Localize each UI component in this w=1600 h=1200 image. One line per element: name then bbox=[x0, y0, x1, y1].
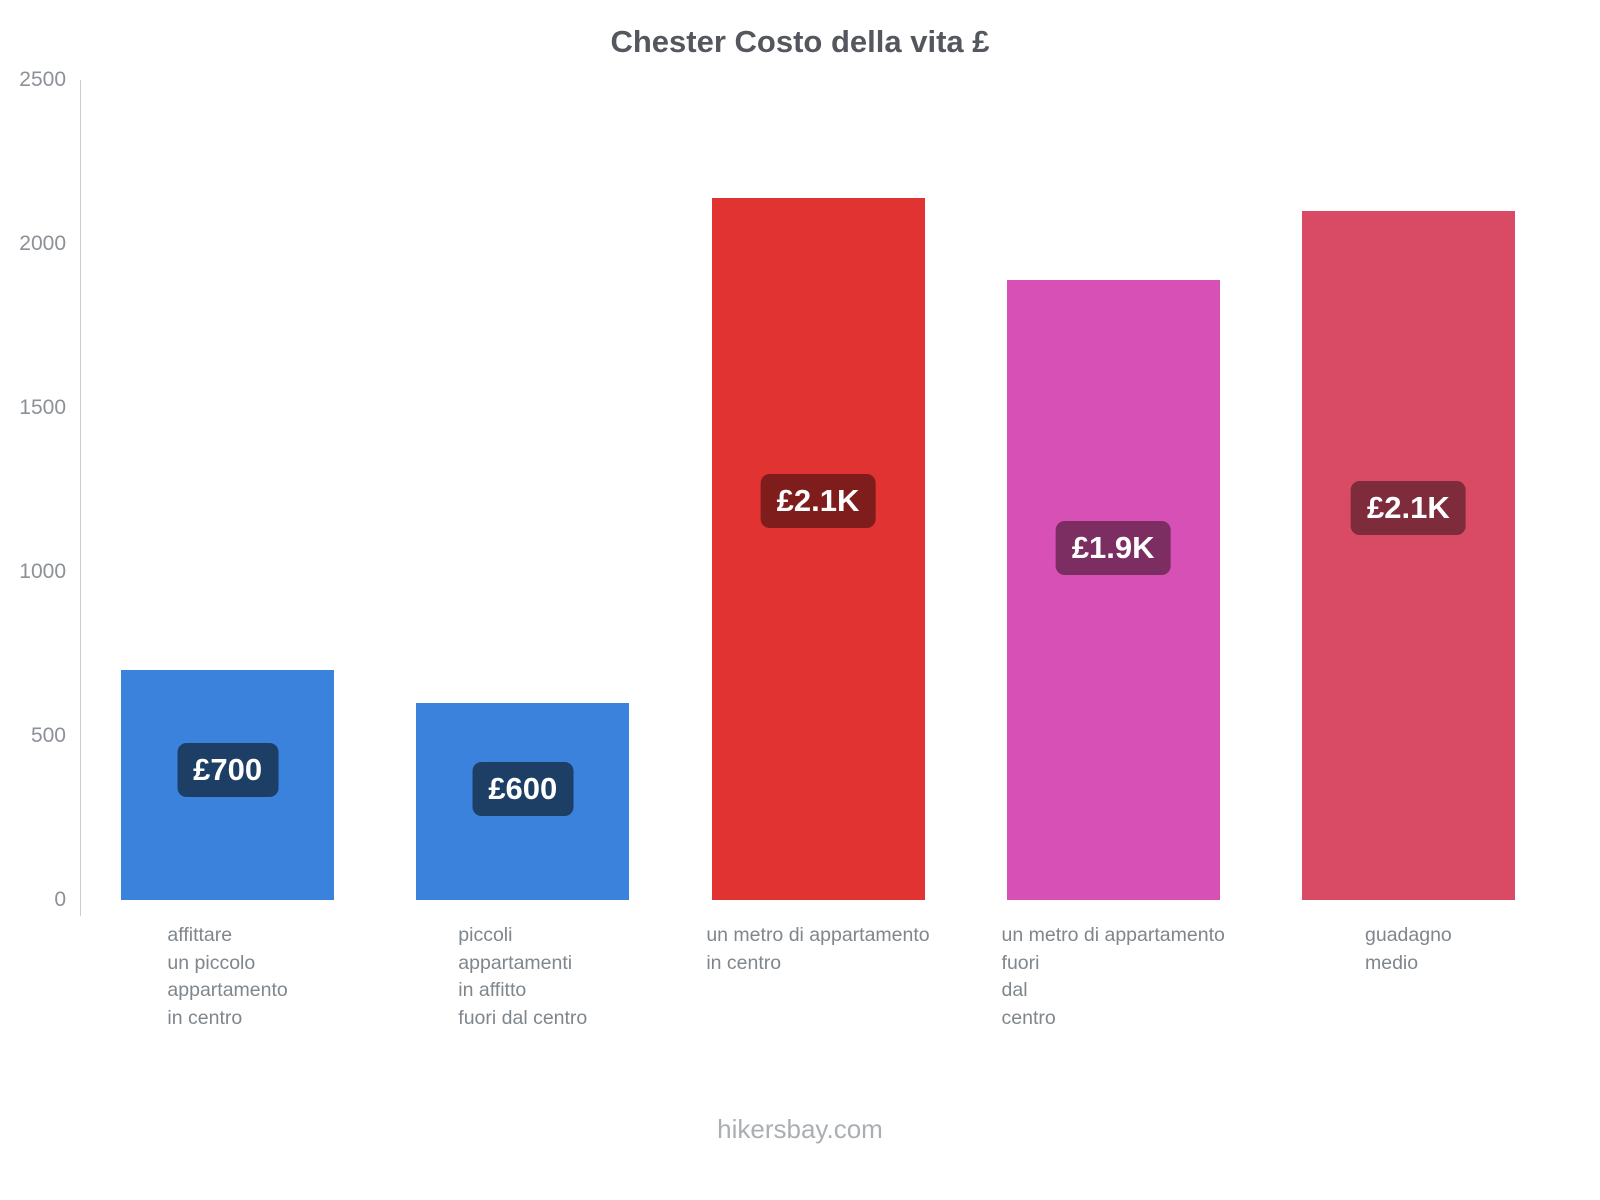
bar: £700 bbox=[121, 670, 335, 900]
value-badge: £2.1K bbox=[1351, 481, 1466, 536]
value-badge: £700 bbox=[177, 743, 279, 798]
x-axis-category-label-text: affittare un piccolo appartamento in cen… bbox=[167, 924, 288, 1029]
x-axis-category-label-text: guadagno medio bbox=[1365, 924, 1452, 974]
plot-area: 0 500 1000 1500 2000 2500 £700 £600 £2.1K £1.9K £… bbox=[19, 68, 1556, 1029]
bar: £2.1K bbox=[711, 198, 925, 900]
x-axis-category-label-text: piccoli appartamenti in affitto fuori da… bbox=[458, 924, 588, 1029]
x-axis-category-label-text: un metro di appartamento in centro bbox=[706, 924, 930, 974]
y-axis-tick-label: 1000 bbox=[19, 560, 66, 583]
y-axis-tick-label: 2500 bbox=[19, 68, 66, 91]
value-badge: £600 bbox=[472, 761, 574, 816]
value-badge: £1.9K bbox=[1055, 520, 1171, 575]
bar: £2.1K bbox=[1301, 211, 1515, 900]
x-axis-category-label: affittare un piccolo appartamento in cen… bbox=[80, 922, 375, 1032]
y-axis bbox=[80, 80, 81, 916]
footer-watermark: hikersbay.com bbox=[717, 1114, 883, 1144]
y-axis-tick-label: 0 bbox=[54, 888, 66, 911]
bar: £600 bbox=[416, 703, 630, 900]
bar: £1.9K bbox=[1006, 280, 1220, 900]
y-axis-tick-label: 2000 bbox=[19, 232, 66, 255]
x-axis-category-label: un metro di appartamento fuori dal centr… bbox=[966, 922, 1261, 1032]
y-axis-tick-label: 1500 bbox=[19, 396, 66, 419]
y-axis-tick-label: 500 bbox=[30, 724, 66, 747]
x-axis-category-label: un metro di appartamento in centro bbox=[670, 922, 965, 977]
x-axis-category-label: guadagno medio bbox=[1261, 922, 1556, 977]
value-badge: £2.1K bbox=[760, 473, 876, 528]
chart-title: Chester Costo della vita £ bbox=[610, 24, 990, 59]
x-axis-category-label: piccoli appartamenti in affitto fuori da… bbox=[375, 922, 670, 1032]
x-axis-category-label-text: un metro di appartamento fuori dal centr… bbox=[1001, 924, 1225, 1029]
